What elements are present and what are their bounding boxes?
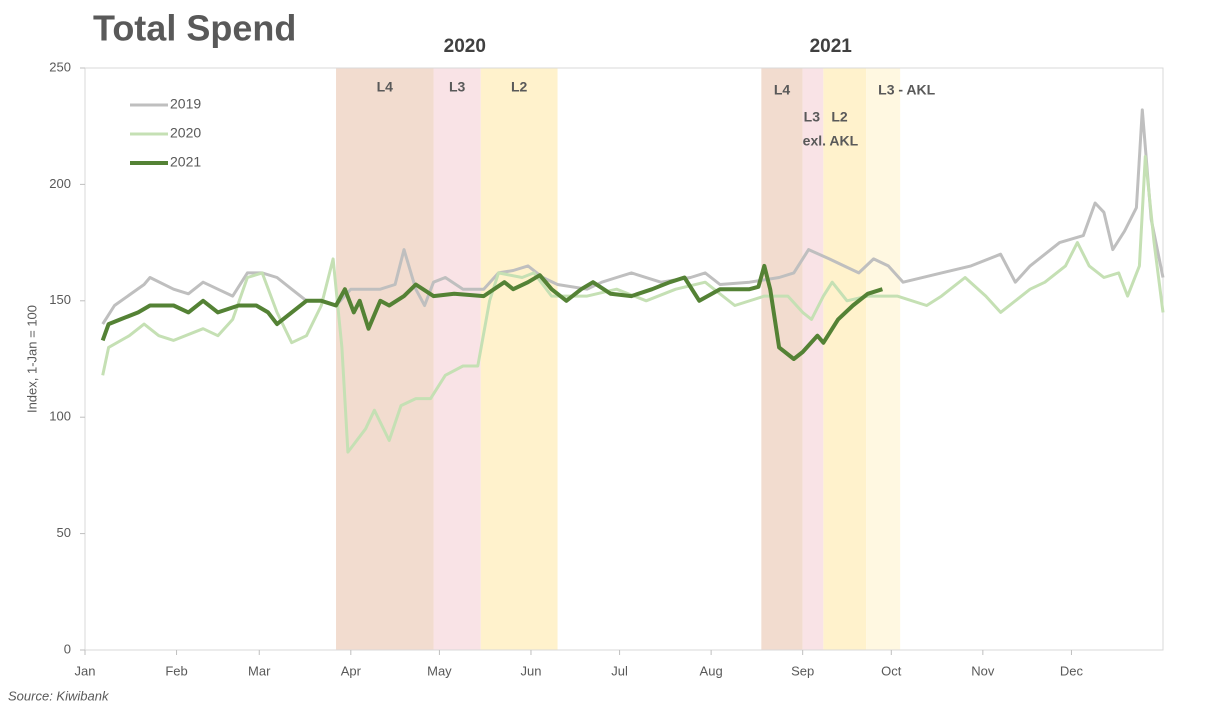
band-label: L3 - AKL: [878, 82, 935, 98]
lockdown-band: [433, 68, 481, 650]
lockdown-band: [866, 68, 901, 650]
source: Source: Kiwibank: [8, 688, 110, 703]
y-tick-label: 50: [57, 525, 71, 540]
x-tick-label: Sep: [791, 663, 814, 678]
x-tick-label: Apr: [341, 663, 362, 678]
band-label: L2: [511, 79, 528, 95]
x-tick-label: Jan: [75, 663, 96, 678]
y-tick-label: 250: [49, 59, 71, 74]
legend-label: 2021: [170, 154, 201, 170]
line-2020: [101, 155, 1165, 454]
band-label: L4: [774, 82, 791, 98]
x-tick-label: Dec: [1060, 663, 1084, 678]
annotation: exl. AKL: [803, 133, 859, 149]
period-label: 2021: [810, 36, 853, 57]
y-tick-label: 0: [64, 641, 71, 656]
x-tick-label: Mar: [248, 663, 271, 678]
lockdown-band: [802, 68, 824, 650]
chart-title: Total Spend: [93, 8, 296, 49]
x-tick-label: Jul: [611, 663, 628, 678]
period-label: 2020: [444, 36, 486, 57]
lockdown-band: [823, 68, 867, 650]
lockdown-band: [336, 68, 434, 650]
legend-label: 2019: [170, 96, 201, 112]
x-tick-label: Feb: [165, 663, 187, 678]
band-label: L2: [831, 109, 848, 125]
band-label: L3: [449, 79, 466, 95]
x-tick-label: Oct: [881, 663, 902, 678]
x-tick-label: Jun: [520, 663, 541, 678]
line-2021: [100, 263, 883, 361]
x-tick-label: Nov: [971, 663, 995, 678]
y-tick-label: 200: [49, 176, 71, 191]
line-2019: [101, 108, 1165, 325]
plot-frame: [84, 67, 1164, 651]
y-axis-label: Index, 1-Jan = 100: [24, 305, 39, 413]
x-tick-label: May: [427, 663, 452, 678]
y-tick-label: 150: [49, 292, 71, 307]
x-tick-label: Aug: [700, 663, 723, 678]
lockdown-band: [480, 68, 558, 650]
legend-label: 2020: [170, 125, 201, 141]
band-label: L3: [804, 109, 821, 125]
y-tick-label: 100: [49, 409, 71, 424]
band-label: L4: [377, 79, 394, 95]
